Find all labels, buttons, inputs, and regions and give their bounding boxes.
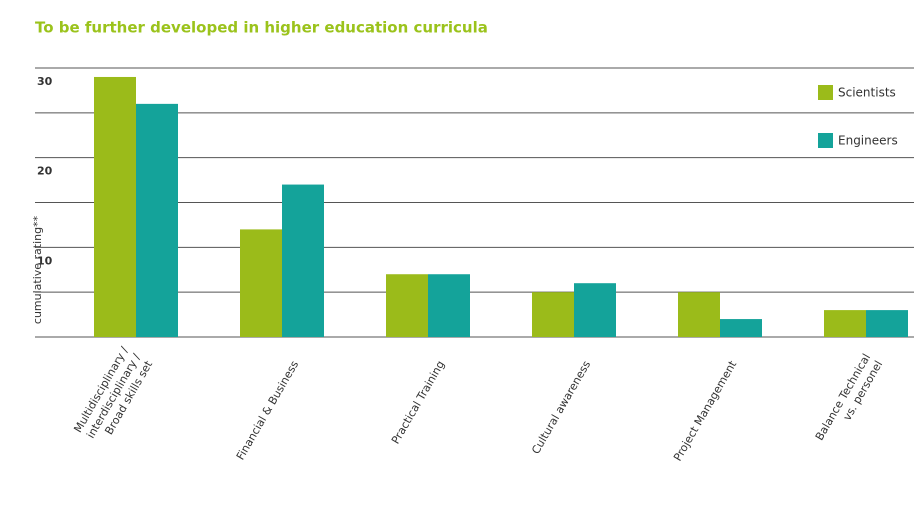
x-tick-label: Cultural awareness	[529, 358, 593, 456]
bar	[94, 76, 136, 337]
x-tick-label: Financial & Business	[234, 358, 302, 462]
chart-title: To be further developed in higher educat…	[35, 19, 488, 37]
x-tick-line: Project Management	[671, 358, 739, 463]
bar	[574, 283, 616, 337]
legend-label: Engineers	[838, 134, 898, 148]
bar	[428, 274, 470, 337]
legend-label: Scientists	[838, 86, 896, 100]
y-tick-label: 20	[37, 165, 53, 178]
legend-swatch	[818, 85, 833, 100]
x-tick-label: Project Management	[671, 358, 739, 463]
bar	[720, 319, 762, 337]
y-tick-label: 10	[37, 254, 53, 267]
bar	[532, 292, 574, 337]
bar	[282, 184, 324, 337]
bar	[386, 274, 428, 337]
bar	[678, 292, 720, 337]
x-tick-line: Practical Training	[389, 359, 447, 447]
x-tick-line: Cultural awareness	[529, 358, 593, 456]
bar	[866, 310, 908, 337]
y-axis-label: cumulative rating**	[31, 215, 44, 324]
x-tick-line: Financial & Business	[234, 358, 302, 462]
x-tick-label: Multidisciplinary /interdisciplinary /Br…	[71, 344, 155, 440]
bar	[136, 103, 178, 337]
bar	[240, 229, 282, 337]
x-tick-label: Practical Training	[389, 359, 447, 447]
bar	[824, 310, 866, 337]
y-tick-label: 30	[37, 75, 53, 88]
legend-swatch	[818, 133, 833, 148]
